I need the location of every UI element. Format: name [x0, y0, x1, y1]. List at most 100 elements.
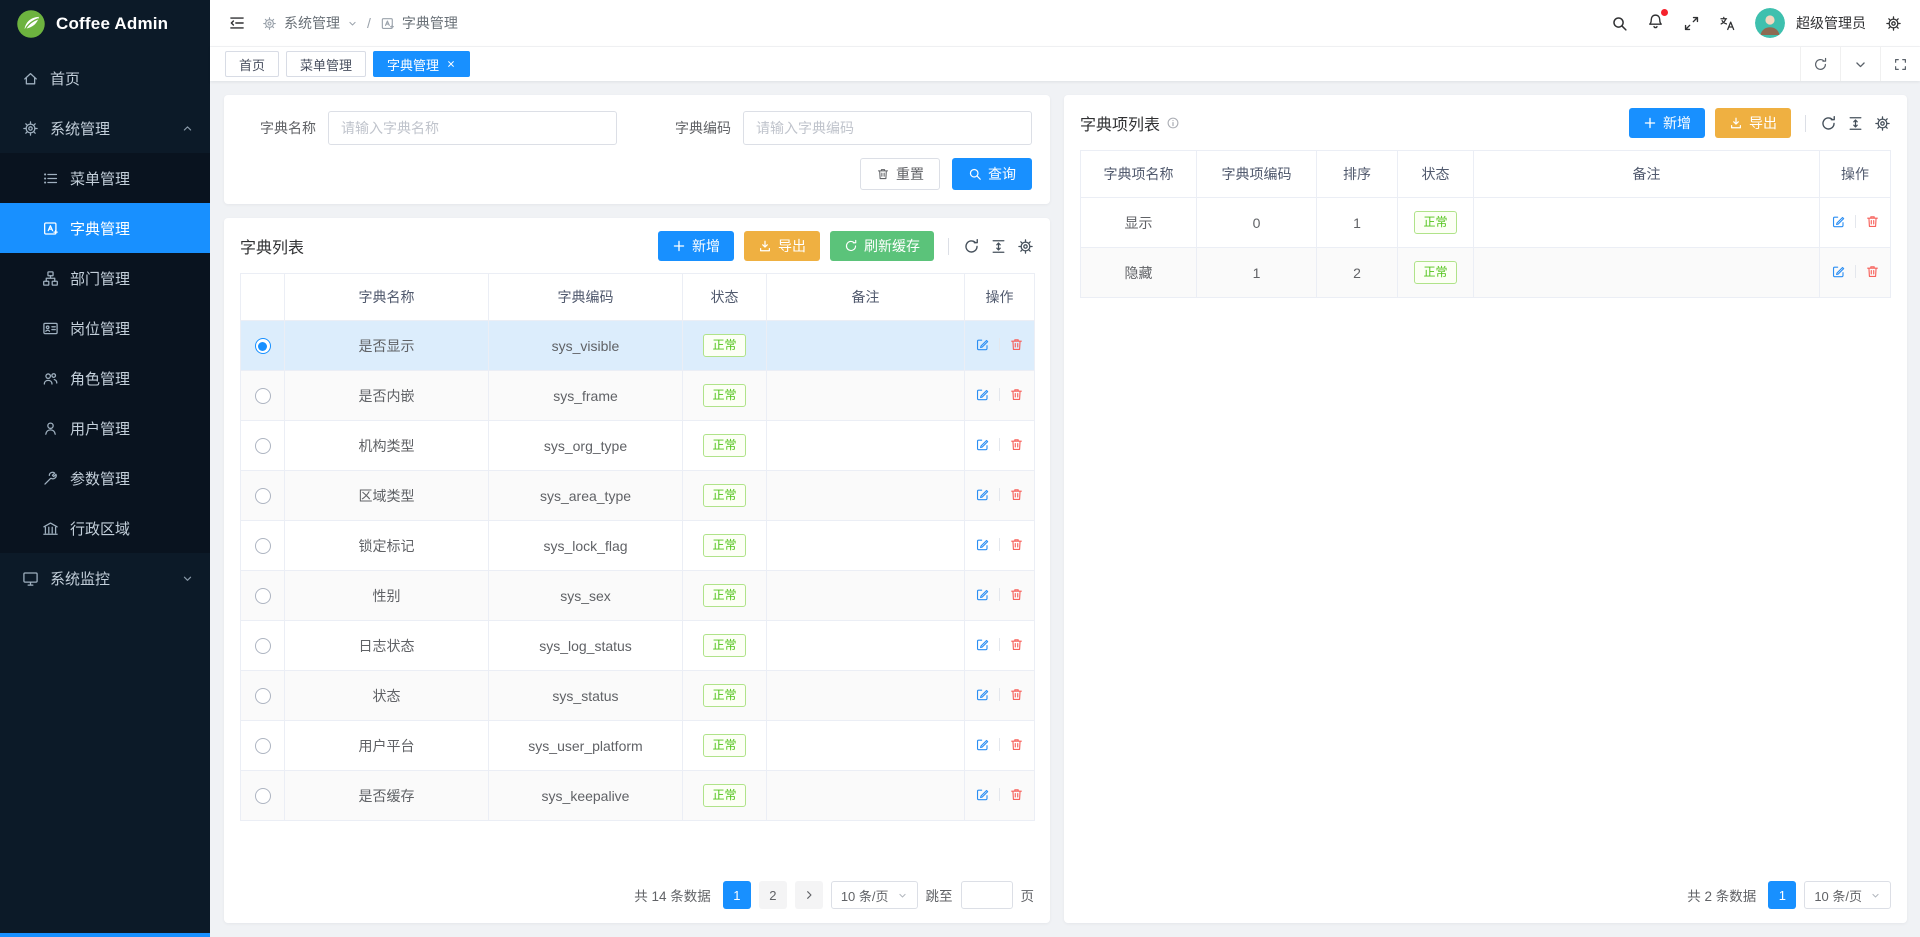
- page-button-1[interactable]: 1: [722, 881, 751, 909]
- sidebar-item-home[interactable]: 首页: [0, 53, 210, 103]
- edit-icon[interactable]: [1831, 214, 1846, 229]
- edit-icon[interactable]: [975, 537, 990, 552]
- delete-icon[interactable]: [1009, 737, 1024, 752]
- edit-icon[interactable]: [975, 587, 990, 602]
- sidebar-item-system[interactable]: 系统管理: [0, 103, 210, 153]
- delete-icon[interactable]: [1009, 437, 1024, 452]
- edit-icon[interactable]: [975, 787, 990, 802]
- delete-icon[interactable]: [1009, 537, 1024, 552]
- sidebar-item-dept[interactable]: 部门管理: [0, 253, 210, 303]
- row-radio[interactable]: [254, 388, 271, 405]
- edit-icon[interactable]: [975, 437, 990, 452]
- delete-icon[interactable]: [1009, 487, 1024, 502]
- row-radio[interactable]: [254, 438, 271, 455]
- refresh-table-icon[interactable]: [1820, 115, 1837, 132]
- add-dict-item-button[interactable]: 新增: [1629, 108, 1705, 138]
- dict-name-input[interactable]: [328, 111, 617, 145]
- column-settings-icon[interactable]: [1874, 115, 1891, 132]
- sidebar-item-region[interactable]: 行政区域: [0, 503, 210, 553]
- dict-table-row[interactable]: 是否内嵌 sys_frame 正常: [240, 370, 1035, 421]
- delete-icon[interactable]: [1865, 214, 1880, 229]
- dict-items-header: 字典项列表 新增 导出: [1064, 95, 1907, 150]
- dict-table-row[interactable]: 锁定标记 sys_lock_flag 正常: [240, 520, 1035, 571]
- row-density-icon[interactable]: [1847, 115, 1864, 132]
- dict-table-row[interactable]: 机构类型 sys_org_type 正常: [240, 420, 1035, 471]
- sidebar-scrollbar[interactable]: [0, 933, 210, 937]
- export-dict-button[interactable]: 导出: [744, 231, 820, 261]
- column-settings-icon[interactable]: [1017, 238, 1034, 255]
- edit-icon[interactable]: [975, 637, 990, 652]
- settings-gear-icon[interactable]: [1885, 15, 1902, 32]
- avatar[interactable]: [1755, 8, 1785, 38]
- sidebar-item-dict[interactable]: 字典管理: [0, 203, 210, 253]
- jump-page-input[interactable]: [960, 881, 1013, 909]
- notifications-button[interactable]: [1647, 9, 1668, 33]
- sidebar-item-menu[interactable]: 菜单管理: [0, 153, 210, 203]
- dict-table-row[interactable]: 状态 sys_status 正常: [240, 670, 1035, 721]
- row-radio[interactable]: [254, 488, 271, 505]
- tabs-menu-chevron-icon[interactable]: [1840, 47, 1880, 81]
- collapse-sidebar-icon[interactable]: [228, 14, 246, 32]
- refresh-table-icon[interactable]: [963, 238, 980, 255]
- reset-button[interactable]: 重置: [860, 158, 940, 190]
- page-button-2[interactable]: 2: [758, 881, 787, 909]
- close-icon[interactable]: [446, 59, 456, 69]
- dict-table-row[interactable]: 是否显示 sys_visible 正常: [240, 320, 1035, 371]
- export-dict-item-button[interactable]: 导出: [1715, 108, 1791, 138]
- dict-table-row[interactable]: 用户平台 sys_user_platform 正常: [240, 720, 1035, 771]
- row-radio[interactable]: [254, 638, 271, 655]
- tab-home[interactable]: 首页: [225, 51, 280, 77]
- edit-icon[interactable]: [975, 687, 990, 702]
- refresh-cache-button[interactable]: 刷新缓存: [830, 231, 934, 261]
- edit-icon[interactable]: [975, 337, 990, 352]
- dict-item-table-row[interactable]: 隐藏 1 2 正常: [1080, 247, 1891, 298]
- search-icon[interactable]: [1611, 15, 1628, 32]
- sidebar-item-post[interactable]: 岗位管理: [0, 303, 210, 353]
- item-name-cell: 显示: [1080, 197, 1197, 248]
- tab-dict[interactable]: 字典管理: [373, 51, 471, 77]
- dict-table-row[interactable]: 区域类型 sys_area_type 正常: [240, 470, 1035, 521]
- info-icon[interactable]: [1166, 116, 1180, 130]
- sidebar-item-role[interactable]: 角色管理: [0, 353, 210, 403]
- user-name[interactable]: 超级管理员: [1796, 15, 1866, 31]
- dict-table-row[interactable]: 日志状态 sys_log_status 正常: [240, 620, 1035, 671]
- edit-icon[interactable]: [975, 487, 990, 502]
- edit-icon[interactable]: [975, 387, 990, 402]
- page-size-select[interactable]: 10 条/页: [830, 881, 918, 909]
- page-button-1[interactable]: 1: [1768, 881, 1797, 909]
- row-radio[interactable]: [254, 588, 271, 605]
- row-radio[interactable]: [254, 338, 271, 355]
- next-page-button[interactable]: [794, 881, 823, 909]
- breadcrumb-parent[interactable]: 系统管理: [284, 15, 340, 31]
- sidebar-item-param[interactable]: 参数管理: [0, 453, 210, 503]
- dict-table-row[interactable]: 性别 sys_sex 正常: [240, 570, 1035, 621]
- edit-icon[interactable]: [1831, 264, 1846, 279]
- row-density-icon[interactable]: [990, 238, 1007, 255]
- delete-icon[interactable]: [1009, 587, 1024, 602]
- delete-icon[interactable]: [1009, 337, 1024, 352]
- row-radio[interactable]: [254, 688, 271, 705]
- row-radio[interactable]: [254, 538, 271, 555]
- delete-icon[interactable]: [1009, 787, 1024, 802]
- delete-icon[interactable]: [1009, 637, 1024, 652]
- sidebar-item-user[interactable]: 用户管理: [0, 403, 210, 453]
- dict-item-table-row[interactable]: 显示 0 1 正常: [1080, 197, 1891, 248]
- tab-menu[interactable]: 菜单管理: [286, 51, 367, 77]
- row-radio[interactable]: [254, 788, 271, 805]
- dict-table-row[interactable]: 是否缓存 sys_keepalive 正常: [240, 770, 1035, 821]
- sidebar-item-monitor[interactable]: 系统监控: [0, 553, 210, 603]
- page-size-select[interactable]: 10 条/页: [1804, 881, 1891, 909]
- maximize-content-icon[interactable]: [1880, 47, 1920, 81]
- translate-icon[interactable]: [1719, 15, 1736, 32]
- row-radio[interactable]: [254, 738, 271, 755]
- delete-icon[interactable]: [1009, 687, 1024, 702]
- dict-code-input[interactable]: [743, 111, 1032, 145]
- add-dict-button[interactable]: 新增: [658, 231, 734, 261]
- query-button[interactable]: 查询: [952, 158, 1032, 190]
- brand[interactable]: Coffee Admin: [0, 0, 210, 47]
- edit-icon[interactable]: [975, 737, 990, 752]
- delete-icon[interactable]: [1865, 264, 1880, 279]
- delete-icon[interactable]: [1009, 387, 1024, 402]
- fullscreen-icon[interactable]: [1683, 15, 1700, 32]
- refresh-page-icon[interactable]: [1800, 47, 1840, 81]
